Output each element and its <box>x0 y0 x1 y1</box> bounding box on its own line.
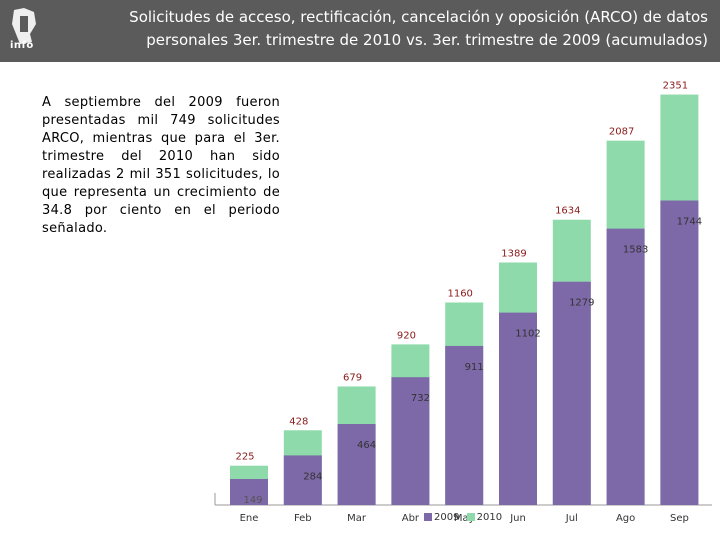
value-label-2010-jun: 1389 <box>501 249 526 260</box>
legend-label-2009: 2009 <box>434 512 460 523</box>
logo-icon <box>12 8 36 44</box>
bar-2009-feb <box>283 455 322 505</box>
bar-2009-abr <box>391 377 430 505</box>
x-tick-ago: Ago <box>616 513 635 524</box>
bar-2009-ago <box>606 228 645 505</box>
value-label-2009-abr: 732 <box>411 393 430 404</box>
bar-2009-ene <box>230 478 268 505</box>
value-label-2009-jun: 1102 <box>515 329 540 340</box>
legend-swatch-2010 <box>466 513 475 521</box>
x-tick-feb: Feb <box>294 513 312 524</box>
bar-2009-jun <box>499 312 537 505</box>
value-label-2009-ago: 1583 <box>623 245 648 256</box>
bar-2009-mar <box>337 423 376 505</box>
value-label-2010-ago: 2087 <box>609 127 634 138</box>
value-label-2009-may: 911 <box>465 362 484 373</box>
value-label-2009-mar: 464 <box>357 440 376 451</box>
value-label-2009-ene: 149 <box>243 495 262 506</box>
page-title: Solicitudes de acceso, rectificación, ca… <box>129 8 708 49</box>
x-tick-abr: Abr <box>402 513 420 524</box>
value-label-2010-mar: 679 <box>343 372 362 383</box>
x-tick-may: May <box>454 513 475 524</box>
x-tick-sep: Sep <box>670 513 689 524</box>
value-label-2010-sep: 2351 <box>663 81 688 92</box>
value-label-2009-sep: 1744 <box>677 217 702 228</box>
chart-legend: 2009 2010 <box>424 512 502 523</box>
x-tick-mar: Mar <box>347 513 367 524</box>
bar-2009-jul <box>552 281 591 505</box>
x-tick-jul: Jul <box>565 513 578 524</box>
description-text: A septiembre del 2009 fueron presentadas… <box>42 95 280 236</box>
value-label-2009-feb: 284 <box>303 471 322 482</box>
legend-label-2010: 2010 <box>476 512 503 523</box>
bar-2009-sep <box>660 200 699 505</box>
bar-2009-may <box>445 345 484 505</box>
legend-swatch-2009 <box>424 513 432 521</box>
x-tick-jun: Jun <box>509 513 526 524</box>
value-label-2010-ene: 225 <box>235 452 254 463</box>
value-label-2010-feb: 428 <box>289 416 308 427</box>
logo-text: info <box>10 40 34 51</box>
value-label-2010-jul: 1634 <box>555 206 580 217</box>
value-label-2010-abr: 920 <box>397 330 416 341</box>
value-label-2010-may: 1160 <box>447 288 472 299</box>
header-bar: info Solicitudes de acceso, rectificació… <box>0 0 720 62</box>
x-tick-ene: Ene <box>240 513 259 524</box>
value-label-2009-jul: 1279 <box>569 298 594 309</box>
